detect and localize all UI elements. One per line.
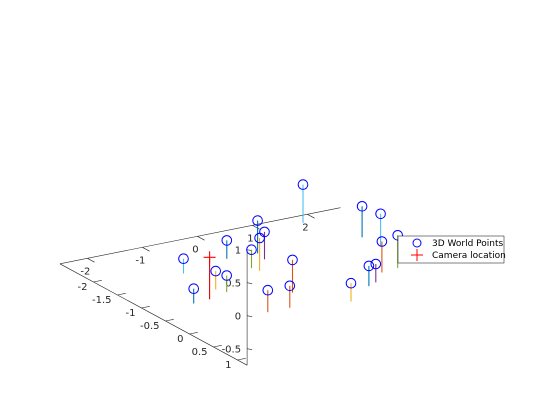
- z-tick: [247, 315, 253, 317]
- y-tick-label: -0.5: [140, 321, 160, 332]
- world-point-circle-icon: [356, 201, 368, 212]
- world-point-circle-icon: [188, 283, 199, 295]
- world-point-circle-icon: [210, 265, 221, 277]
- legend-circle-icon: [412, 238, 422, 248]
- x-tick-label: -2: [80, 266, 90, 277]
- world-points: [178, 179, 404, 296]
- y-tick: [93, 280, 102, 283]
- world-point-circle-icon: [363, 260, 375, 272]
- world-point-circle-icon: [370, 258, 382, 270]
- world-point-circle-icon: [284, 280, 296, 292]
- world-point-circle-icon: [254, 232, 265, 244]
- x-tick: [142, 247, 150, 252]
- y-tick-label: 0: [177, 334, 183, 345]
- world-point-circle-icon: [221, 270, 232, 281]
- world-point-circle-icon: [376, 236, 388, 247]
- z-tick: [247, 282, 253, 284]
- x-tick-label: 0: [192, 244, 198, 255]
- z-tick-label: 0: [235, 312, 241, 323]
- y-tick: [117, 293, 126, 296]
- camera-marker: [203, 251, 216, 300]
- y-tick-label: -2: [78, 282, 88, 293]
- x-tick: [307, 214, 315, 219]
- legend-label-camera-location: Camera location: [432, 251, 506, 261]
- axes: -2 -1 0 1 2 1 0.5 0 -0.5 -1 -1.5 -2 1 0.5 0 -0.5: [59, 207, 341, 371]
- x-tick-label: 1: [247, 233, 253, 244]
- x-tick: [197, 236, 205, 241]
- world-point-circle-icon: [252, 215, 263, 226]
- y-tick-label: 1: [225, 360, 231, 371]
- world-point-circle-icon: [392, 230, 404, 241]
- y-tick: [213, 345, 222, 348]
- world-point-circle-icon: [246, 244, 257, 255]
- y-tick: [165, 319, 174, 322]
- world-point-circle-icon: [178, 253, 189, 265]
- world-point-circle-icon: [297, 179, 309, 190]
- stems: [182, 184, 399, 313]
- world-point-circle-icon: [287, 254, 298, 266]
- world-point-circle-icon: [375, 208, 386, 220]
- x-axis-line: [59, 207, 341, 265]
- z-tick-label: 0.5: [225, 279, 241, 290]
- legend: 3D World Points Camera location: [397, 235, 506, 264]
- y-tick: [189, 332, 198, 335]
- y-axis-line: [59, 263, 248, 366]
- y-tick: [237, 358, 246, 361]
- y-tick: [141, 306, 150, 309]
- z-tick-label: 1: [235, 246, 241, 257]
- y-tick-label: -1: [126, 308, 136, 319]
- z-tick-label: -0.5: [222, 345, 242, 356]
- y-tick-label: -1.5: [92, 295, 112, 306]
- y-tick-label: 0.5: [192, 347, 208, 358]
- world-point-circle-icon: [262, 284, 274, 296]
- x-tick: [87, 258, 95, 263]
- legend-label-world-points: 3D World Points: [432, 239, 504, 249]
- world-point-circle-icon: [345, 277, 357, 289]
- x-tick: [252, 225, 260, 230]
- z-tick: [247, 348, 253, 350]
- x-tick-label: 2: [302, 222, 308, 233]
- x-tick-label: -1: [135, 255, 145, 266]
- world-point-circle-icon: [221, 235, 233, 246]
- legend-box: [397, 235, 505, 264]
